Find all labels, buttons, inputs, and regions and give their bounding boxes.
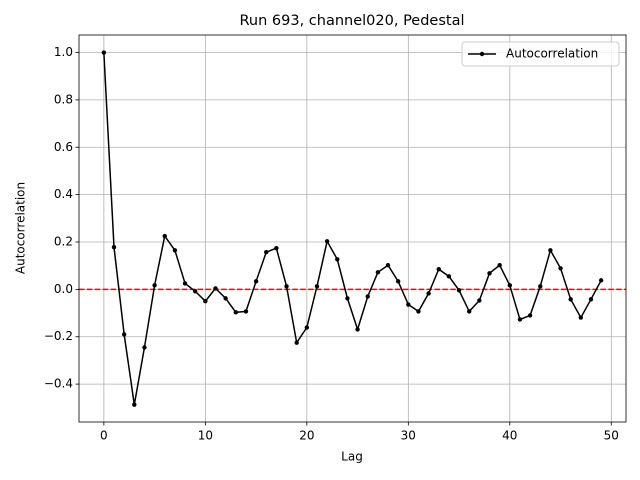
data-point	[406, 302, 411, 307]
data-point	[335, 257, 340, 262]
y-tick-label: 0.2	[54, 235, 73, 249]
data-point	[507, 283, 513, 288]
data-point	[548, 248, 553, 253]
data-point	[253, 279, 259, 284]
data-point	[314, 284, 320, 289]
data-point	[365, 294, 370, 299]
data-point	[345, 296, 350, 301]
data-point	[121, 332, 127, 337]
y-axis-label: Autocorrelation	[14, 182, 28, 274]
y-tick-label: 0.4	[54, 187, 73, 201]
data-point	[192, 289, 198, 294]
data-point	[223, 296, 228, 301]
data-point	[558, 266, 563, 271]
y-tick-label: −0.2	[44, 329, 73, 343]
plot-frame	[78, 34, 627, 423]
y-tick-label: 0.8	[54, 92, 73, 106]
data-point	[203, 299, 208, 304]
legend: Autocorrelation	[461, 41, 620, 67]
data-point	[294, 340, 299, 345]
data-point	[284, 284, 289, 289]
data-point	[456, 288, 462, 293]
data-point	[233, 310, 238, 315]
data-point	[162, 233, 167, 239]
data-point	[152, 283, 157, 288]
data-point	[243, 309, 249, 314]
data-point	[375, 270, 381, 275]
x-tick-label: 10	[198, 429, 213, 443]
y-tick-label: −0.4	[44, 377, 73, 391]
data-point	[598, 278, 604, 283]
data-point	[517, 317, 523, 322]
chart-title: Run 693, channel020, Pedestal	[239, 13, 464, 29]
x-tick-label: 50	[604, 429, 619, 443]
data-point	[477, 298, 482, 303]
data-point	[274, 245, 279, 251]
y-tick-label: 1.0	[54, 45, 73, 59]
data-point	[132, 402, 137, 407]
data-point	[497, 263, 502, 268]
data-point	[436, 267, 441, 272]
data-point	[142, 345, 147, 350]
legend-marker	[479, 51, 485, 57]
data-point	[578, 315, 584, 320]
x-tick-label: 20	[299, 429, 314, 443]
x-tick-label: 40	[502, 429, 517, 443]
data-point	[426, 291, 431, 296]
data-point	[446, 274, 452, 279]
x-tick-label: 0	[100, 429, 108, 443]
data-point	[395, 279, 401, 284]
data-point	[264, 249, 269, 255]
data-point	[588, 297, 594, 302]
data-point	[355, 327, 360, 332]
data-point	[172, 248, 178, 253]
data-point	[213, 286, 218, 291]
data-point	[304, 325, 310, 330]
x-axis-label: Lag	[341, 450, 363, 464]
data-point	[385, 263, 391, 268]
data-point	[324, 239, 330, 244]
data-point	[101, 50, 107, 55]
data-point	[568, 297, 573, 302]
y-tick-label: 0.0	[54, 282, 73, 296]
data-point	[182, 281, 188, 286]
data-point	[538, 284, 543, 289]
x-tick-label: 30	[401, 429, 416, 443]
legend-label: Autocorrelation	[506, 47, 598, 61]
legend-box	[461, 41, 620, 67]
data-point	[527, 313, 533, 318]
data-point	[416, 309, 421, 314]
y-tick-label: 0.6	[54, 140, 73, 154]
data-point	[467, 309, 472, 314]
data-point	[111, 245, 117, 250]
data-line	[103, 52, 602, 405]
data-point	[487, 271, 492, 276]
